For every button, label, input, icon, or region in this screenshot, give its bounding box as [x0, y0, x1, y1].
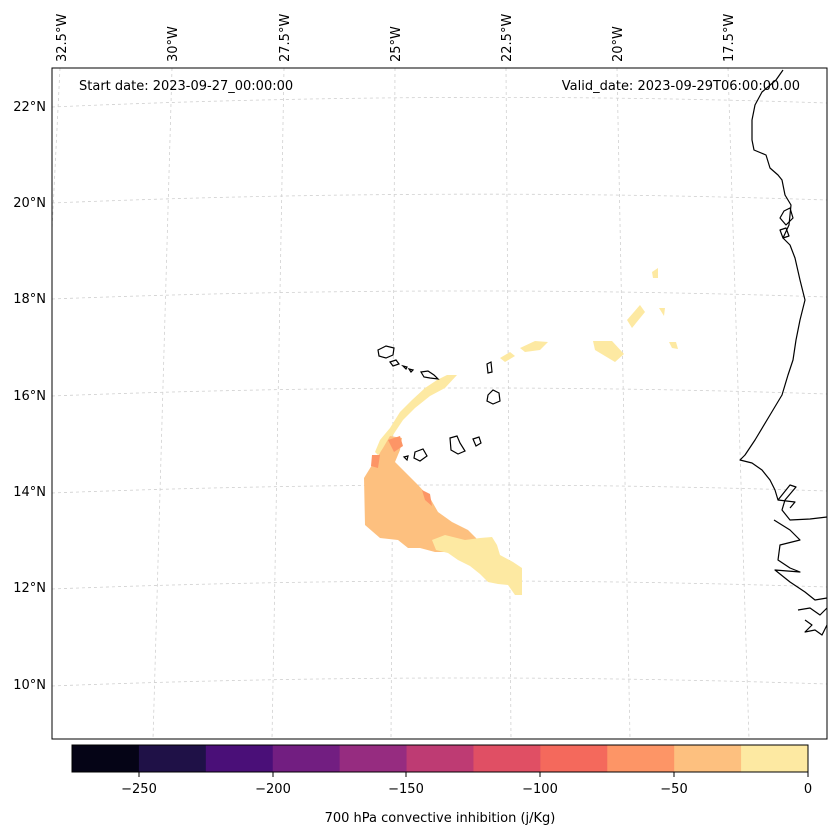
colorbar-swatch	[205, 745, 274, 772]
colorbar-swatch	[540, 745, 608, 772]
colorbar-tick-label: −150	[388, 782, 424, 797]
colorbar-swatch	[72, 745, 140, 772]
cin-contour-50-to-75	[388, 436, 403, 452]
colorbar-swatch	[741, 745, 809, 772]
colorbar-tick-label: −50	[660, 782, 687, 797]
colorbar-label: 700 hPa convective inhibition (j/Kg)	[325, 811, 556, 826]
colorbar-swatch	[339, 745, 408, 772]
colorbar-swatch	[607, 745, 675, 772]
lon-label: 22.5°W	[500, 14, 515, 62]
colorbar-tick-labels: −250 −200 −150 −100 −50 0	[121, 782, 812, 797]
colorbar-tick-label: 0	[804, 782, 812, 797]
cin-contour-50-to-75	[422, 490, 432, 506]
cin-contour-0-to-25	[659, 308, 665, 316]
lat-label: 14°N	[13, 485, 46, 500]
lat-label: 12°N	[13, 581, 46, 596]
colorbar-tick-label: −100	[522, 782, 558, 797]
longitude-labels: 32.5°W 30°W 27.5°W 25°W 22.5°W 20°W 17.5…	[55, 14, 737, 62]
cin-contour-0-to-25	[652, 268, 658, 278]
colorbar-swatch	[674, 745, 742, 772]
lat-label: 18°N	[13, 292, 46, 307]
cin-contour-0-to-25	[669, 342, 678, 349]
lat-label: 10°N	[13, 678, 46, 693]
cin-contour-25-to-50	[364, 436, 478, 552]
cin-contour-0-to-25	[432, 535, 522, 595]
longitude-gridlines	[51, 67, 750, 740]
colorbar-tick-label: −200	[255, 782, 291, 797]
colorbar-tick-label: −250	[121, 782, 157, 797]
cin-contour-0-to-25	[375, 375, 457, 455]
lon-label: 17.5°W	[722, 14, 737, 62]
map-border	[51, 67, 828, 740]
lon-label: 25°W	[389, 26, 404, 62]
latitude-labels: 22°N 20°N 18°N 16°N 14°N 12°N 10°N	[13, 100, 46, 693]
cin-contour-50-to-75	[371, 455, 380, 468]
valid-date-label: Valid_date: 2023-09-29T06:00:00.00	[562, 79, 800, 94]
africa-coastline	[739, 69, 828, 636]
lat-label: 22°N	[13, 100, 46, 115]
lon-label: 27.5°W	[278, 14, 293, 62]
colorbar-swatch	[473, 745, 541, 772]
cin-contour-0-to-25	[500, 352, 515, 362]
colorbar-ticks	[138, 772, 809, 777]
cin-contour-0-to-25	[520, 341, 548, 352]
lat-label: 16°N	[13, 389, 46, 404]
colorbar	[72, 745, 809, 772]
lat-label: 20°N	[13, 196, 46, 211]
lon-label: 30°W	[166, 26, 181, 62]
cape-verde-islands	[377, 345, 501, 462]
colorbar-border	[71, 744, 809, 773]
map-frame	[52, 68, 827, 739]
start-date-label: Start date: 2023-09-27_00:00:00	[79, 79, 293, 94]
cin-contours	[364, 268, 678, 595]
colorbar-swatch	[406, 745, 474, 772]
colorbar-swatch	[138, 745, 207, 772]
cin-contour-0-to-25	[627, 305, 645, 328]
colorbar-swatch	[272, 745, 341, 772]
lon-label: 32.5°W	[55, 14, 70, 62]
cin-contour-0-to-25	[593, 341, 624, 362]
lon-label: 20°W	[611, 26, 626, 62]
